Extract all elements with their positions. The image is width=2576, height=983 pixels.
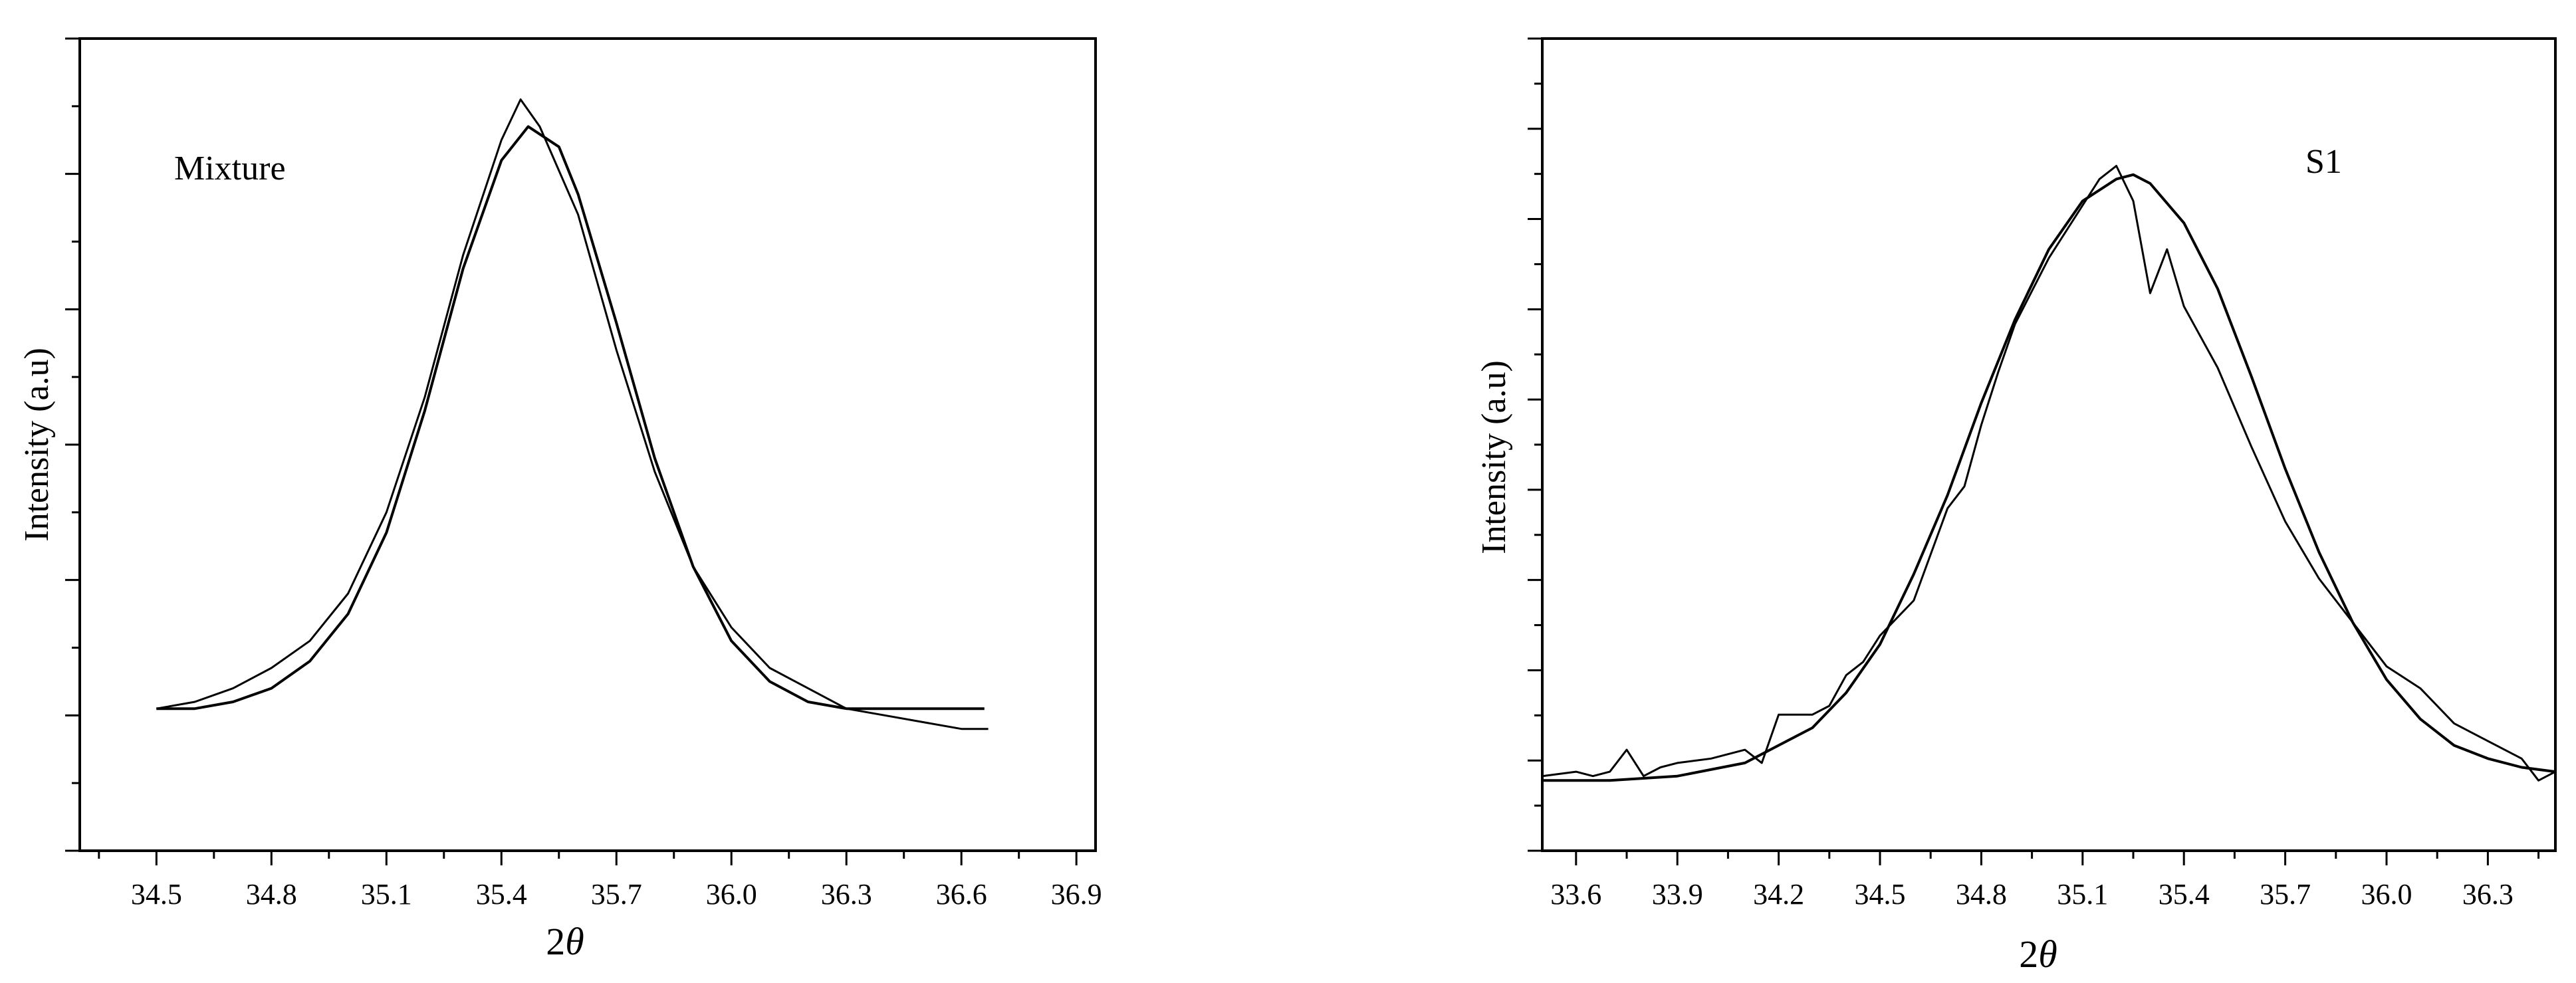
series-group	[1542, 165, 2556, 782]
x-tick-label: 36.9	[1051, 878, 1102, 911]
series-line-fit	[1542, 173, 2556, 782]
x-tick-label: 33.9	[1652, 878, 1703, 911]
y-axis-ticks	[65, 37, 80, 852]
x-tick-label: 35.7	[591, 878, 642, 911]
y-axis-ticks	[1528, 37, 1542, 852]
x-tick-label: 33.6	[1550, 878, 1601, 911]
x-tick-label: 35.7	[2260, 878, 2311, 911]
x-tick-label: 35.4	[2159, 878, 2210, 911]
panel-annotation: Mixture	[174, 150, 286, 187]
x-tick-label: 36.3	[2462, 878, 2514, 911]
panel-annotation: S1	[2305, 143, 2342, 181]
y-axis-title: Intensity (a.u)	[1475, 360, 1513, 554]
x-tick-label: 35.1	[2057, 878, 2108, 911]
chart-mixture: 34.5 34.8 35.1 35.4 35.7 36.0 36.3 36.6 36.9 Mix…	[18, 37, 1102, 963]
x-tick-label: 36.3	[821, 878, 872, 911]
chart-s1: 33.6 33.9 34.2 34.5 34.8 35.1 35.4 35.7 36.0 36.3…	[1475, 37, 2557, 976]
x-tick-label: 34.5	[1855, 878, 1906, 911]
x-axis-title-symbol: θ	[565, 920, 584, 963]
x-axis-title-prefix: 2	[2019, 932, 2038, 976]
x-axis-ticks: 33.6 33.9 34.2 34.5 34.8 35.1 35.4 35.7 36.0 36.3	[1550, 851, 2540, 911]
x-tick-label: 35.1	[361, 878, 412, 911]
x-axis-title-symbol: θ	[2038, 932, 2057, 976]
x-tick-label: 34.8	[246, 878, 297, 911]
series-line-experimental	[156, 98, 989, 730]
y-axis-title: Intensity (a.u)	[18, 348, 56, 542]
x-tick-label: 34.8	[1956, 878, 2007, 911]
series-line-experimental	[1542, 165, 2556, 782]
x-axis-title-prefix: 2	[546, 920, 565, 963]
x-axis-title: 2θ	[2019, 932, 2057, 976]
x-tick-label: 35.4	[476, 878, 527, 911]
x-axis-ticks: 34.5 34.8 35.1 35.4 35.7 36.0 36.3 36.6 36.9	[98, 851, 1102, 911]
plot-frame	[1541, 37, 2557, 852]
x-tick-label: 36.0	[706, 878, 757, 911]
series-line-fit	[156, 125, 985, 710]
x-tick-label: 34.5	[131, 878, 182, 911]
x-axis-title: 2θ	[546, 920, 584, 963]
series-group	[156, 98, 989, 730]
x-tick-label: 36.0	[2361, 878, 2412, 911]
x-tick-label: 34.2	[1753, 878, 1804, 911]
x-tick-label: 36.6	[936, 878, 987, 911]
